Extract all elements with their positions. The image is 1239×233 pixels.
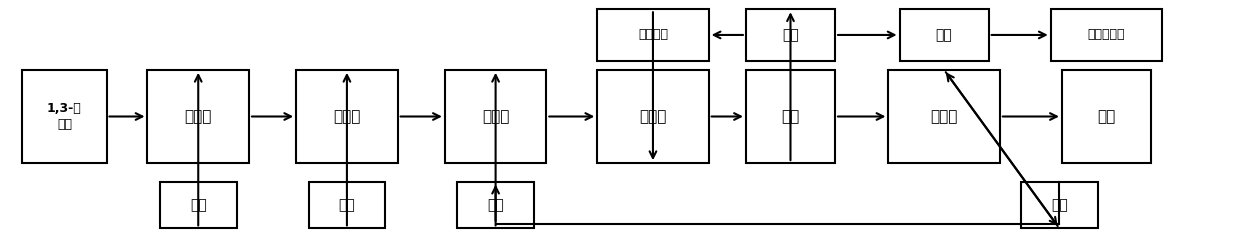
- Text: 甲苯: 甲苯: [487, 198, 504, 212]
- Text: 碳酸氢钠: 碳酸氢钠: [638, 28, 668, 41]
- Text: 盐酸: 盐酸: [338, 198, 356, 212]
- Text: 反应釜: 反应釜: [185, 109, 212, 124]
- Text: 精馏釜: 精馏釜: [930, 109, 958, 124]
- Text: 蒸馏釜: 蒸馏釜: [482, 109, 509, 124]
- Text: 盐酸: 盐酸: [190, 198, 207, 212]
- Text: 甲苯: 甲苯: [1051, 198, 1068, 212]
- Text: 油相: 油相: [782, 109, 799, 124]
- Bar: [147, 70, 249, 163]
- Text: 滤饼: 滤饼: [782, 28, 799, 42]
- Text: 反应釜: 反应釜: [333, 109, 361, 124]
- Bar: [1021, 182, 1098, 228]
- Text: 滤液: 滤液: [935, 28, 953, 42]
- Text: 碱洗釜: 碱洗釜: [639, 109, 667, 124]
- Bar: [746, 9, 835, 61]
- Bar: [746, 70, 835, 163]
- Bar: [296, 70, 398, 163]
- Bar: [1062, 70, 1151, 163]
- Bar: [22, 70, 107, 163]
- Bar: [597, 70, 709, 163]
- Bar: [1051, 9, 1162, 61]
- Text: 成品: 成品: [1098, 109, 1115, 124]
- Bar: [900, 9, 989, 61]
- Bar: [597, 9, 709, 61]
- Text: 污水处理站: 污水处理站: [1088, 28, 1125, 41]
- Bar: [445, 70, 546, 163]
- Bar: [309, 182, 385, 228]
- Bar: [457, 182, 534, 228]
- Bar: [160, 182, 237, 228]
- Text: 1,3-丙
二醇: 1,3-丙 二醇: [47, 103, 82, 130]
- Bar: [888, 70, 1000, 163]
